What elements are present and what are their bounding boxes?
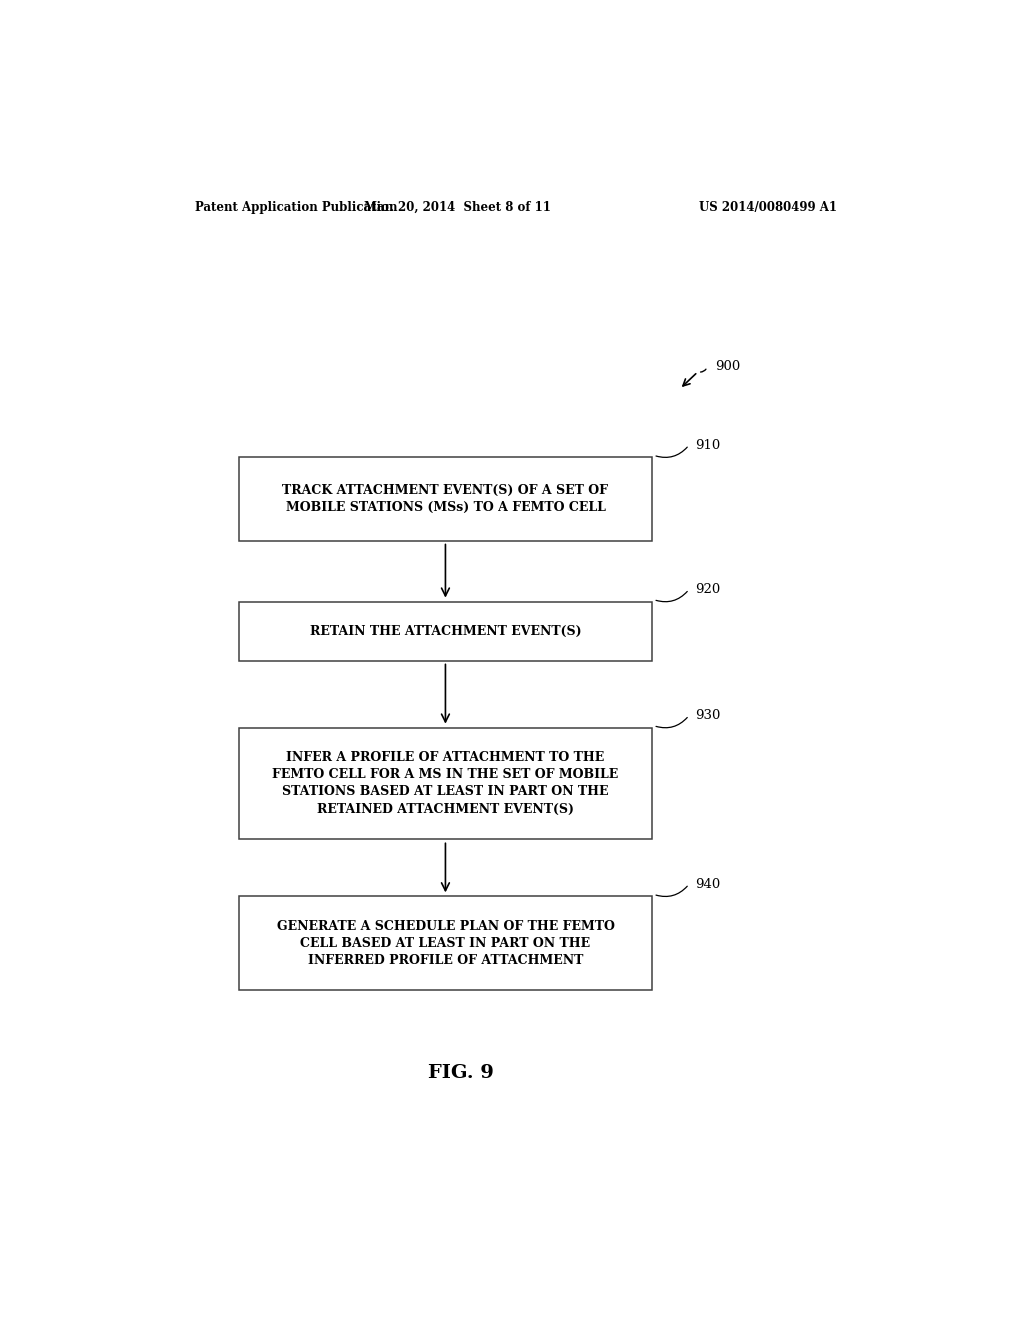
Text: US 2014/0080499 A1: US 2014/0080499 A1 [699, 201, 838, 214]
Text: Patent Application Publication: Patent Application Publication [196, 201, 398, 214]
Text: INFER A PROFILE OF ATTACHMENT TO THE
FEMTO CELL FOR A MS IN THE SET OF MOBILE
ST: INFER A PROFILE OF ATTACHMENT TO THE FEM… [272, 751, 618, 816]
FancyBboxPatch shape [240, 896, 652, 990]
FancyBboxPatch shape [240, 457, 652, 541]
Text: Mar. 20, 2014  Sheet 8 of 11: Mar. 20, 2014 Sheet 8 of 11 [364, 201, 551, 214]
Text: FIG. 9: FIG. 9 [428, 1064, 495, 1082]
Text: GENERATE A SCHEDULE PLAN OF THE FEMTO
CELL BASED AT LEAST IN PART ON THE
INFERRE: GENERATE A SCHEDULE PLAN OF THE FEMTO CE… [276, 920, 614, 966]
Text: RETAIN THE ATTACHMENT EVENT(S): RETAIN THE ATTACHMENT EVENT(S) [309, 624, 582, 638]
FancyBboxPatch shape [240, 727, 652, 840]
Text: 920: 920 [695, 583, 721, 595]
Text: 910: 910 [695, 438, 721, 451]
Text: 930: 930 [695, 709, 721, 722]
Text: 900: 900 [715, 360, 740, 374]
Text: TRACK ATTACHMENT EVENT(S) OF A SET OF
MOBILE STATIONS (MSs) TO A FEMTO CELL: TRACK ATTACHMENT EVENT(S) OF A SET OF MO… [283, 484, 608, 513]
FancyBboxPatch shape [240, 602, 652, 660]
Text: 940: 940 [695, 878, 721, 891]
